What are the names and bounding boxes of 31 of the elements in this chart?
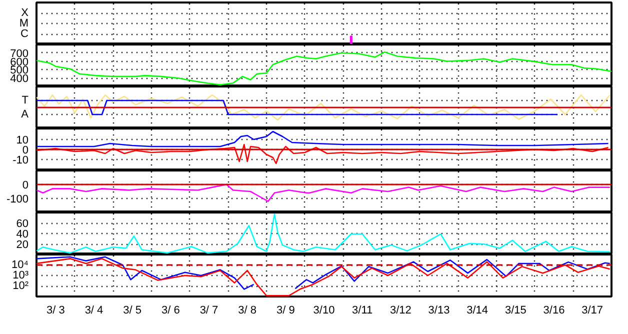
x-tick-label: 3/15	[504, 304, 526, 316]
text: A	[21, 108, 30, 120]
x-tick-label: 3/16	[543, 304, 565, 316]
x-tick-label: 3/ 5	[123, 304, 142, 316]
x-tick-label: 3/ 3	[46, 304, 65, 316]
x-tick-label: 3/ 7	[200, 304, 218, 316]
y-tick-label: 10⁴	[12, 259, 29, 271]
y-tick-label: -10	[12, 154, 29, 166]
x-tick-label: 3/14	[466, 304, 488, 316]
y-tick-label: 10³	[12, 270, 29, 282]
y-tick-label: 10	[16, 134, 29, 146]
y-tick-label: -100	[6, 194, 29, 206]
y-tick-label: 0	[22, 144, 29, 156]
x-tick-label: 3/12	[390, 304, 412, 316]
x-tick-label: 3/17	[582, 304, 604, 316]
text: C	[20, 28, 29, 40]
x-tick-label: 3/13	[428, 304, 450, 316]
x-tick-label: 3/ 8	[238, 304, 257, 316]
y-tick-label: 40	[16, 228, 29, 240]
y-tick-label: 10²	[12, 280, 29, 292]
y-tick-label: 20	[16, 239, 29, 251]
text: M	[19, 18, 29, 30]
text: T	[22, 94, 29, 106]
x-tick-label: 3/ 9	[276, 304, 295, 316]
y-tick-label: 60	[16, 218, 29, 230]
x-tick-label: 3/ 4	[84, 304, 104, 316]
y-tick-label: 0	[22, 180, 29, 192]
x-tick-label: 3/ 6	[161, 304, 180, 316]
x-tick-label: 3/11	[352, 304, 373, 316]
text: X	[21, 7, 30, 19]
x-tick-label: 3/10	[313, 304, 335, 316]
